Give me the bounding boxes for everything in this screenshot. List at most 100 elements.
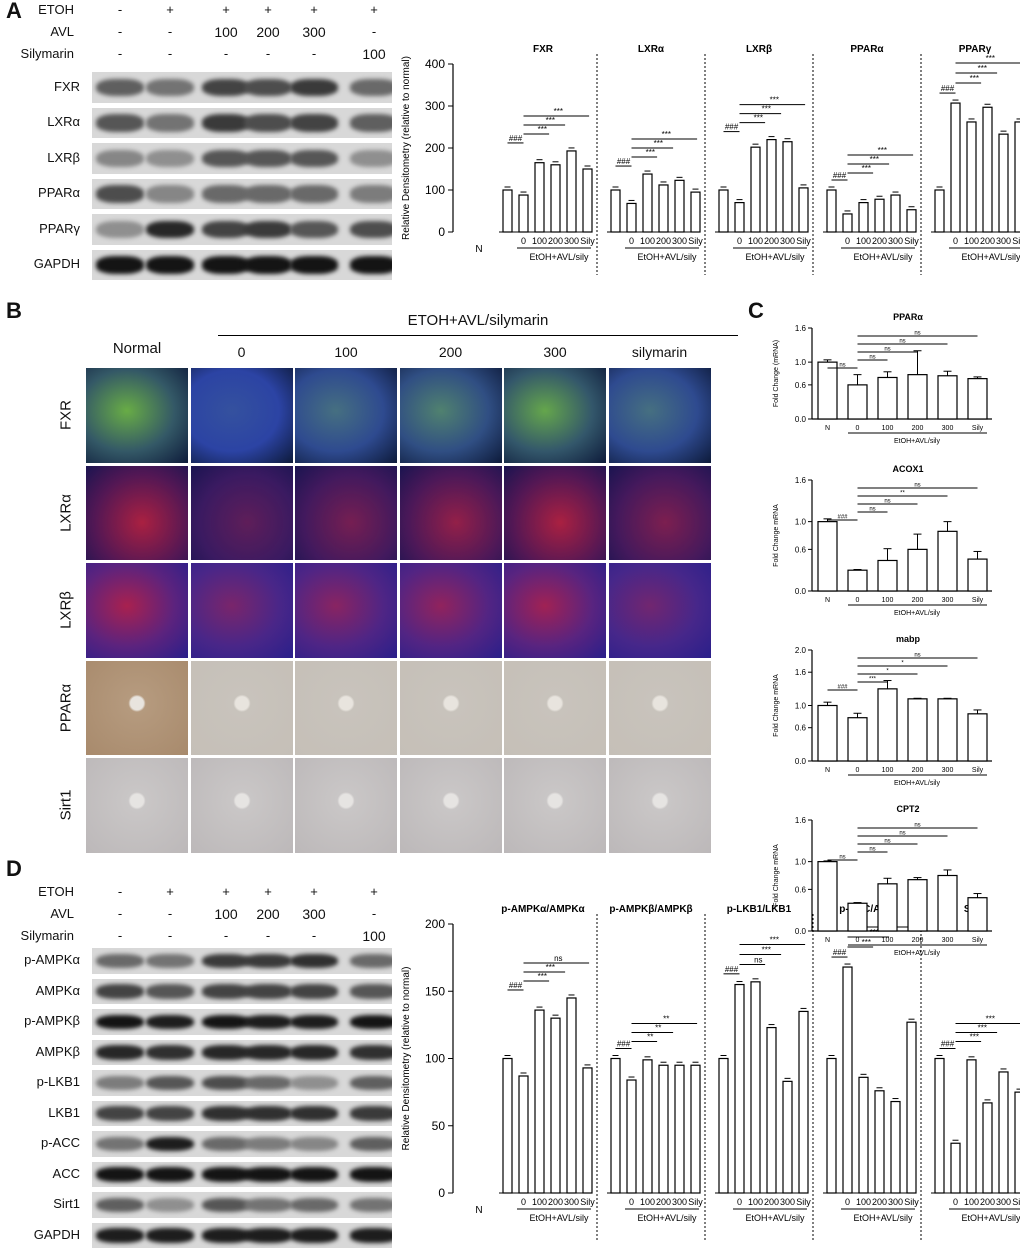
x-category-label: 200	[548, 236, 563, 246]
sig-label: ns	[754, 956, 762, 965]
micrograph-column-label: 100	[334, 344, 358, 360]
blot-band	[290, 1167, 338, 1182]
blot-band	[202, 1197, 250, 1213]
chart-title: ACOX1	[892, 464, 923, 474]
series-title: FXR	[533, 44, 554, 55]
blot-strip	[92, 1070, 392, 1096]
x-category-label: 100	[532, 1197, 547, 1207]
blot-band	[146, 114, 194, 132]
x-category-label: N	[475, 1205, 482, 1216]
y-tick-label: 0.6	[795, 885, 807, 894]
blot-band	[350, 256, 392, 274]
treatment-value: -	[223, 46, 229, 61]
bar	[950, 1142, 961, 1194]
sig-label: ###	[837, 685, 848, 691]
y-tick-label: 200	[425, 917, 445, 931]
blot-band	[290, 1075, 338, 1091]
bar	[658, 184, 669, 233]
group-label: EtOH+AVL/sily	[637, 1213, 697, 1223]
blot-band	[96, 220, 144, 239]
series-title: LXRβ	[746, 44, 772, 55]
panel-b-header-line	[218, 335, 738, 336]
micrograph-image	[86, 660, 188, 755]
blot-band	[202, 1136, 250, 1152]
treatment-value: 100	[214, 24, 238, 40]
blot-row-label: ACC	[52, 1165, 80, 1181]
blot-row-label: PPARα	[38, 185, 80, 201]
x-category-label: 300	[942, 597, 954, 604]
bar	[626, 202, 637, 233]
treatment-value: -	[265, 928, 271, 943]
micrograph-image	[399, 368, 502, 463]
panel-letter-b: B	[6, 298, 22, 323]
group-label: EtOH+AVL/sily	[529, 1213, 589, 1223]
blot-band	[146, 78, 194, 97]
sig-label: ***	[970, 74, 979, 83]
x-category-label: 100	[964, 1197, 979, 1207]
micrograph-row-label: FXR	[57, 400, 75, 431]
micrograph-row-label: Sirt1	[57, 789, 75, 821]
treatment-value: -	[311, 46, 317, 61]
blot-band	[244, 149, 292, 168]
micrograph-image	[399, 465, 502, 560]
blot-strip	[92, 1192, 392, 1218]
micrograph-image	[608, 660, 711, 755]
treatment-value: 300	[302, 24, 326, 40]
sig-label: **	[663, 1015, 669, 1024]
x-category-label: 200	[656, 236, 671, 246]
blot-band	[350, 1197, 392, 1213]
sig-label: ns	[869, 355, 875, 361]
y-tick-label: 1.6	[795, 668, 807, 677]
bar	[858, 1076, 869, 1194]
group-label: EtOH+AVL/sily	[745, 252, 805, 262]
blot-band	[96, 1228, 144, 1243]
bar	[690, 1064, 701, 1194]
sig-label: ns	[899, 831, 905, 837]
y-tick-label: 1.0	[795, 702, 807, 711]
densitometry-chart-d: 0 50 100 150 200 Relative Densitometry (relat…	[401, 904, 1020, 1240]
qpcr-chart-ppara: PPARα 0.0 0.6 1.0 1.6 Fold Change (mRNA) N 0 100…	[773, 312, 992, 445]
sig-label: ***	[754, 114, 763, 123]
x-category-label: 0	[856, 767, 860, 774]
sig-label: ###	[941, 1040, 955, 1049]
x-category-label: 300	[888, 236, 903, 246]
bar	[674, 179, 685, 233]
micrograph-row-label: PPARα	[57, 683, 75, 732]
blot-band	[350, 1228, 392, 1243]
x-category-label: 200	[980, 236, 995, 246]
group-label: EtOH+AVL/sily	[961, 252, 1020, 262]
x-category-label: Sily	[1012, 1197, 1020, 1207]
blot-band	[202, 256, 250, 274]
series-title: p-AMPKα/AMPKα	[501, 904, 585, 915]
bar	[967, 897, 988, 932]
qpcr-chart-mabp: mabp 0.0 0.6 1.0 1.6 2.0 Fold Change mRNA N 0 100…	[773, 634, 992, 787]
sig-label: ***	[862, 164, 871, 173]
x-category-label: 0	[629, 1197, 634, 1207]
treatment-value: -	[117, 928, 123, 943]
sig-label: ***	[986, 1015, 995, 1024]
blot-band	[202, 114, 250, 132]
x-category-label: 200	[980, 1197, 995, 1207]
blot-band	[202, 1167, 250, 1182]
group-label: EtOH+AVL/sily	[853, 1213, 913, 1223]
treatment-value: +	[222, 884, 230, 899]
blot-band	[350, 1106, 392, 1121]
sig-label: ***	[662, 130, 671, 139]
treatment-value: +	[310, 2, 318, 17]
x-category-label: 300	[942, 937, 954, 944]
y-axis-label: Fold Change mRNA	[773, 844, 780, 907]
sig-label: ###	[725, 965, 739, 974]
sig-label: ***	[862, 938, 871, 947]
sig-label: ###	[617, 1040, 631, 1049]
bar	[502, 189, 513, 233]
blot-band	[202, 1075, 250, 1091]
micrograph-image	[295, 660, 397, 755]
bar	[642, 1059, 653, 1194]
group-label: EtOH+AVL/sily	[637, 252, 697, 262]
blot-band	[244, 256, 292, 274]
group-label: EtOH+AVL/sily	[894, 780, 940, 787]
bar	[582, 1067, 593, 1194]
blot-row-label: LXRα	[47, 114, 80, 130]
series-title: PPARα	[850, 44, 884, 55]
treatment-value: 300	[302, 906, 326, 922]
